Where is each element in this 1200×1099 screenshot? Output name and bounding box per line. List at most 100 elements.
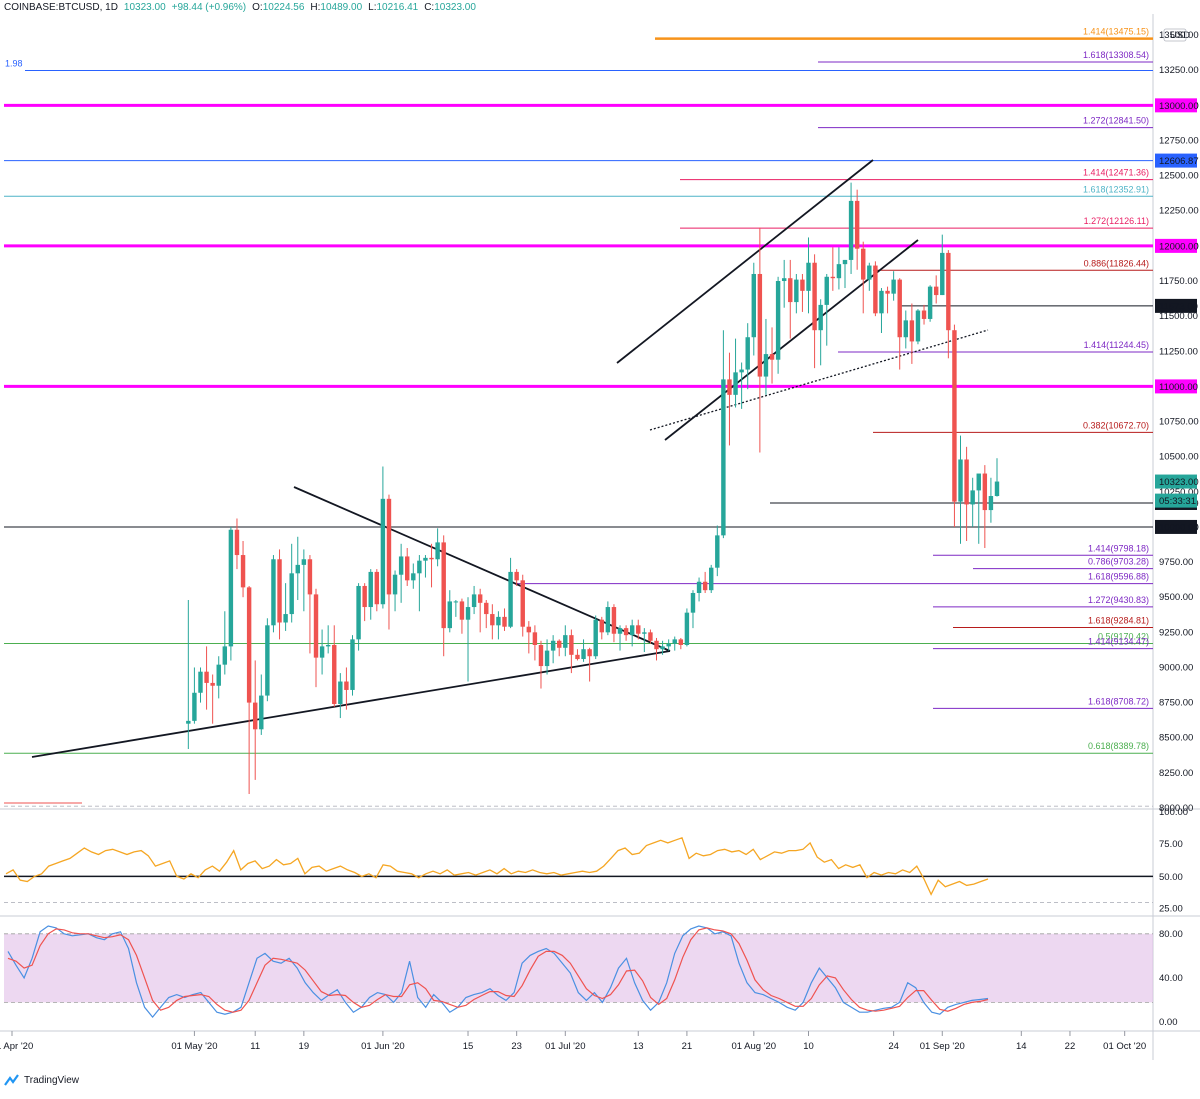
candle [976, 473, 981, 544]
candle [526, 621, 532, 654]
dotted-support-trendline [649, 329, 989, 431]
stoch-band [4, 933, 1153, 1003]
candle [666, 639, 671, 651]
level-label: 1.98 [5, 58, 23, 68]
candle-body [599, 619, 604, 633]
candle [265, 618, 270, 702]
candle [800, 273, 805, 312]
candle-body [842, 259, 848, 265]
level-label: 1.414(13475.15) [1083, 27, 1149, 37]
candle-body [544, 650, 550, 667]
last-price: 10323.00 [123, 2, 166, 13]
candle-body [252, 702, 258, 730]
level-badge-bg [1155, 379, 1197, 394]
candle-body [605, 607, 611, 633]
candle-body [447, 601, 452, 629]
candle-body [952, 330, 957, 502]
candle [891, 271, 896, 301]
level-label: 0.618(8389.78) [1088, 741, 1149, 751]
candle-body [715, 535, 720, 568]
candle-body [629, 625, 635, 636]
tradingview-logo-icon [4, 1074, 19, 1086]
candle-body [204, 671, 209, 683]
candle-body [423, 557, 428, 561]
candle [465, 597, 471, 682]
candle-body [654, 640, 659, 650]
candle-body [386, 498, 392, 595]
candle-body [265, 625, 270, 696]
candle [538, 640, 544, 689]
candle-body [690, 592, 696, 613]
candle-body [374, 571, 380, 605]
candle [405, 548, 410, 586]
candle [885, 286, 890, 314]
candle [557, 639, 562, 657]
price-badge-bg [1155, 474, 1197, 489]
candle-body [575, 654, 580, 660]
candle [636, 619, 641, 640]
level-label: 1.414(12471.36) [1083, 168, 1149, 178]
candle-body [727, 379, 732, 395]
level-label: 1.618(8708.72) [1088, 696, 1149, 706]
candle [654, 637, 659, 661]
candle-body [277, 559, 282, 623]
channel-lower-trendline [664, 239, 919, 441]
candle [307, 555, 313, 654]
candle [958, 435, 963, 544]
candle-body [429, 557, 434, 560]
candle [879, 288, 884, 334]
candle-body [240, 555, 246, 588]
candle [788, 259, 793, 339]
level-label: 1.618(9596.88) [1088, 572, 1149, 582]
channel-upper-trendline [616, 159, 874, 364]
price-axis-tick: 9000.00 [1159, 662, 1193, 673]
candle-body [739, 369, 744, 373]
candle-body [411, 573, 416, 581]
level-badge: 10000.00 [1159, 522, 1199, 533]
candle [854, 189, 860, 270]
price-axis-tick: 11250.00 [1159, 346, 1198, 357]
candle [660, 640, 665, 655]
candle [417, 555, 422, 612]
candle-body [332, 644, 337, 705]
level-label: 1.414(9134.47) [1088, 637, 1149, 647]
candle [617, 625, 623, 651]
price-axis-tick: 8750.00 [1159, 698, 1193, 709]
candle [690, 590, 696, 629]
candle-body [313, 594, 319, 658]
candle-body [988, 496, 994, 511]
candle-body [836, 264, 842, 279]
candle [532, 625, 538, 661]
candle-body [769, 354, 775, 360]
time-axis-tick: 01 Jul '20 [545, 1041, 585, 1052]
level-badge-bg [1155, 298, 1197, 313]
candle [593, 615, 598, 660]
candle [909, 303, 915, 364]
candle-body [891, 279, 896, 294]
candle [210, 674, 215, 724]
candle-body [471, 594, 477, 608]
candle [824, 273, 829, 346]
stoch-d-line [7, 927, 989, 1013]
candle [873, 261, 878, 317]
price-change: +98.44 (+0.96%) [171, 2, 247, 13]
candle [295, 536, 300, 601]
candle-body [982, 473, 988, 511]
candle-body [344, 681, 349, 690]
candle [271, 555, 276, 633]
candle [867, 262, 872, 291]
low-value: 10216.41 [376, 2, 419, 13]
tradingview-footer[interactable]: TradingView [4, 1073, 79, 1087]
candle-body [678, 639, 684, 645]
candle-body [186, 720, 191, 724]
candle [484, 600, 489, 629]
candle [587, 647, 592, 682]
candle [952, 324, 957, 527]
candle [861, 241, 866, 314]
candle [350, 635, 355, 696]
candle [915, 309, 921, 345]
price-axis-tick: 12750.00 [1159, 135, 1199, 146]
candle [897, 278, 902, 370]
stoch-axis-tick: 80.00 [1159, 929, 1183, 940]
